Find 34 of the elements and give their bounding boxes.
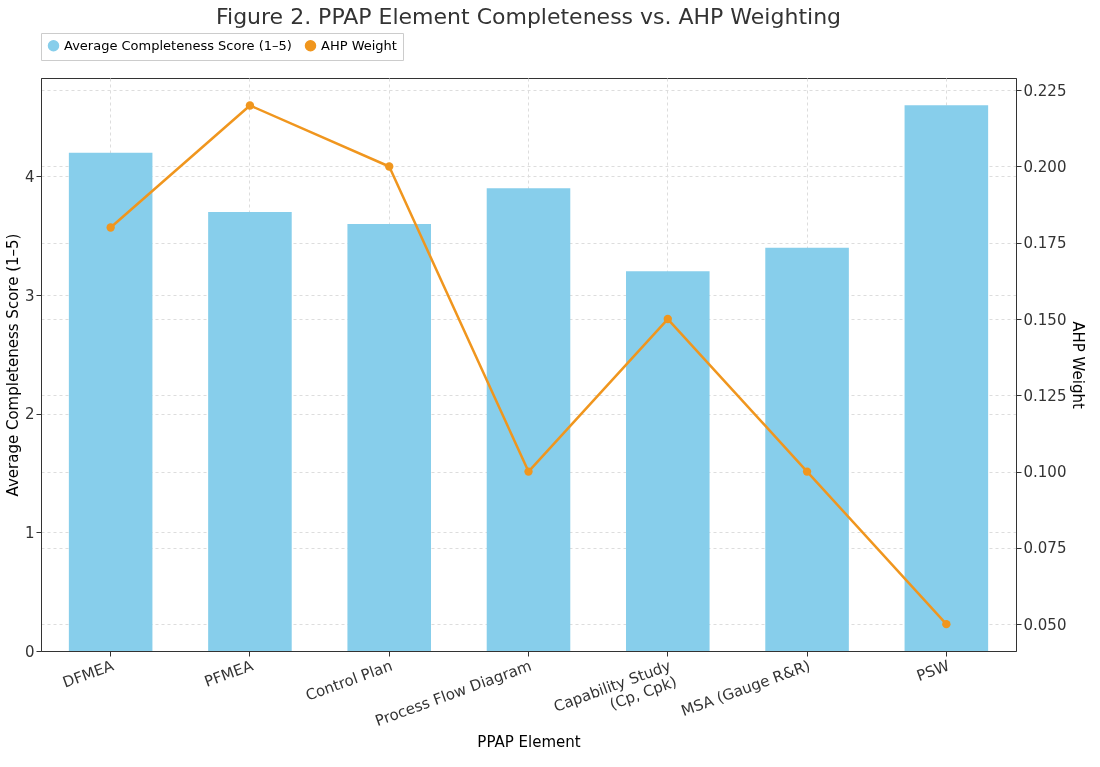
point (663, 314, 672, 324)
x-tick-label: PSW (914, 656, 952, 685)
bar (765, 247, 849, 651)
y2-tick-label: 0.150 (1023, 310, 1067, 329)
y2-tick-label: 0.200 (1023, 157, 1067, 176)
legend-label: Average Completeness Score (1–5) (64, 37, 292, 53)
point (942, 619, 951, 629)
y2-tick-label: 0.175 (1023, 234, 1067, 253)
bar (904, 105, 989, 651)
y-axis-title: Average Completeness Score (1–5) (3, 233, 22, 497)
y2-tick-label: 0.100 (1023, 463, 1067, 482)
bar (626, 271, 710, 651)
y2-axis-title: AHP Weight (1069, 321, 1088, 409)
y2-tick-label: 0.125 (1023, 386, 1067, 405)
y2-tick-label: 0.225 (1023, 81, 1067, 100)
y-tick-label: 0 (24, 642, 35, 661)
y-tick-label: 3 (24, 286, 35, 305)
y-tick-label: 1 (24, 523, 35, 542)
point (802, 467, 812, 476)
bar (347, 223, 431, 651)
chart-title: Figure 2. PPAP Element Completeness vs. AHP Weighting (215, 3, 842, 29)
point (385, 162, 394, 171)
y-tick-label: 4 (24, 167, 35, 186)
legend-label: AHP Weight (321, 37, 397, 53)
x-axis-title: PPAP Element (477, 732, 581, 751)
bar (208, 212, 292, 651)
point (106, 223, 115, 232)
bar (68, 152, 153, 651)
point (524, 467, 533, 476)
y2-tick-label: 0.075 (1023, 539, 1067, 558)
point (245, 101, 255, 110)
y2-tick-label: 0.050 (1023, 615, 1067, 634)
y-tick-label: 2 (24, 405, 35, 424)
bar (486, 188, 571, 651)
